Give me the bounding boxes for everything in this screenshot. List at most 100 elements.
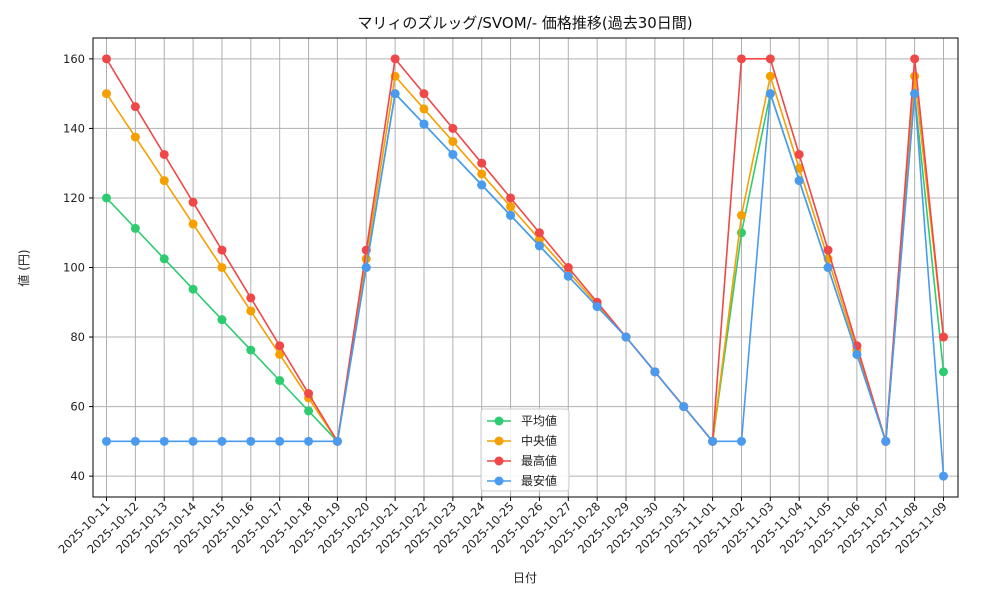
series-line [105,73,945,444]
y-tick-label: 160 [63,52,85,66]
data-point [448,149,458,159]
series-1 [102,71,948,446]
data-point [852,349,862,359]
series-2 [102,54,948,446]
data-point [448,123,458,133]
data-point [506,193,516,203]
data-point [939,332,948,342]
data-point [217,245,227,255]
data-point [188,219,198,229]
data-point [246,306,256,316]
data-point [159,436,169,446]
legend-item: 最安値 [487,473,557,488]
data-point [159,149,169,159]
data-point [217,315,227,325]
data-point [506,210,516,220]
data-point [534,234,544,244]
data-point [939,471,948,481]
data-point [563,271,573,281]
y-tick-label: 80 [70,330,85,344]
data-point [304,436,314,446]
data-point [506,202,516,212]
legend-marker [494,436,504,446]
series-line [105,56,945,444]
legend-marker [494,476,504,486]
data-point [275,349,285,359]
data-point [188,436,198,446]
data-point [361,254,371,264]
data-point [188,197,198,207]
data-point [650,367,660,377]
data-point [910,89,920,99]
y-tick-label: 140 [63,121,85,135]
legend-box [480,408,570,492]
data-point [419,119,429,129]
y-tick-label: 100 [63,261,85,275]
series-line [106,91,945,477]
series-layer [102,54,948,481]
data-point [563,263,573,272]
data-point [534,241,544,251]
data-point [304,406,314,416]
data-point [130,132,140,142]
data-point [390,89,400,99]
data-point [217,436,227,446]
data-point [794,163,804,173]
legend-label: 平均値 [521,413,557,428]
legend-item: 最高値 [487,453,557,468]
data-point [102,436,111,446]
data-point [275,436,285,446]
x-axis-ticks: 2025-10-112025-10-122025-10-132025-10-14… [55,497,950,556]
data-point [477,169,487,179]
data-point [246,436,256,446]
legend-label: 中央値 [521,433,557,448]
data-point [765,54,775,64]
data-point [736,54,746,64]
data-point [419,89,429,99]
data-point [794,176,804,186]
data-point [275,341,285,351]
y-axis-label: 値 (円) [16,249,31,286]
data-point [390,54,400,64]
data-point [736,436,746,446]
legend-item: 中央値 [487,433,557,448]
data-point [102,193,111,203]
data-point [708,436,718,446]
data-point [102,89,111,99]
data-point [419,104,429,114]
y-tick-label: 120 [63,191,85,205]
data-point [246,293,256,303]
data-point [159,176,169,186]
data-point [679,402,689,412]
data-point [275,376,285,386]
data-point [621,332,631,342]
data-point [765,71,775,81]
data-point [592,302,602,312]
data-point [130,436,140,446]
data-point [794,149,804,159]
data-point [534,228,544,238]
data-point [102,54,111,64]
legend-marker [494,456,504,466]
data-point [736,210,746,220]
data-point [159,254,169,264]
data-point [130,223,140,233]
legend-label: 最安値 [521,473,557,488]
data-point [477,158,487,168]
x-axis-label: 日付 [513,571,537,585]
data-point [332,436,342,446]
data-point [939,367,948,377]
data-point [765,89,775,99]
data-point [881,436,891,446]
data-point [910,71,920,81]
data-point [448,136,458,146]
data-point [823,263,833,272]
series-3 [102,89,948,481]
chart-title: マリィのズルッグ/SVOM/- 価格推移(過去30日間) [357,14,692,32]
y-tick-label: 60 [70,400,85,414]
data-point [246,345,256,355]
data-point [130,102,140,112]
